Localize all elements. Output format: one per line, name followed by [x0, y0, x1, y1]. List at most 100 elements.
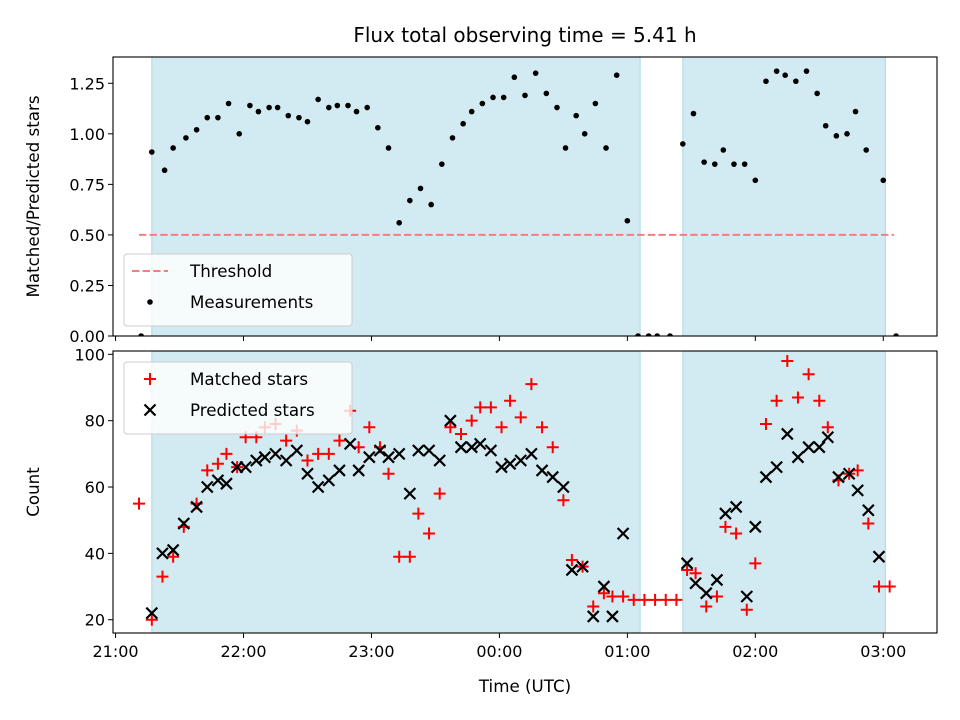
measurements-point-22: [353, 108, 360, 115]
predicted-stars-point-52: [719, 507, 732, 520]
matched-stars-point-45: [587, 600, 600, 613]
predicted-stars-point-36: [503, 457, 517, 471]
predicted-stars-point-48: [680, 557, 694, 570]
y-axis-title: Count: [23, 467, 43, 517]
matched-stars-point-51: [649, 593, 662, 606]
matched-stars-point-30: [433, 487, 446, 500]
measurements-point-2: [149, 149, 155, 155]
predicted-stars-point-38: [525, 447, 538, 461]
matched-stars-point-52: [659, 593, 672, 606]
predicted-stars-point-10: [239, 460, 252, 474]
predicted-stars-point-57: [770, 460, 783, 474]
predicted-stars-point-65: [851, 484, 864, 497]
measurements-point-71: [863, 147, 870, 153]
predicted-stars-point-27: [412, 444, 425, 457]
measurements-point-63: [782, 72, 788, 78]
measurements-point-53: [680, 141, 686, 147]
predicted-stars-point-67: [872, 550, 886, 563]
measurements-point-18: [315, 96, 321, 103]
measurements-point-29: [428, 201, 434, 208]
measurements-point-11: [247, 102, 253, 109]
measurements-point-58: [731, 161, 737, 167]
predicted-stars-point-66: [862, 503, 875, 517]
measurements-point-68: [833, 133, 840, 139]
matched-stars-point-4: [167, 550, 180, 563]
predicted-stars-point-21: [352, 464, 365, 477]
measurements-point-25: [385, 145, 392, 151]
axes-frame: [112, 56, 938, 337]
matched-stars-point-49: [627, 593, 640, 606]
matched-stars-point-40: [536, 421, 549, 434]
measurements-point-3: [161, 167, 168, 174]
measurements-point-4: [170, 145, 176, 151]
matched-stars-point-35: [484, 401, 497, 414]
x-tick-label: 21:00: [93, 642, 139, 661]
measurements-point-8: [215, 114, 221, 121]
measurements-point-7: [204, 114, 211, 121]
measurements-point-12: [255, 108, 262, 115]
predicted-stars-point-33: [473, 437, 487, 451]
measurements-point-34: [479, 100, 486, 107]
matched-stars-point-7: [201, 464, 214, 477]
measurements-point-5: [183, 135, 189, 141]
measurements-point-49: [635, 333, 641, 336]
matched-stars-point-65: [791, 391, 804, 404]
predicted-stars-point-14: [279, 454, 293, 467]
matched-stars-point-73: [872, 580, 885, 593]
measurements-point-41: [554, 104, 560, 111]
predicted-stars-point-41: [557, 480, 570, 494]
measurements-point-6: [193, 126, 200, 133]
matched-stars-point-2: [145, 613, 158, 626]
y-tick-label: 0.75: [69, 175, 105, 194]
matched-stars-point-32: [455, 427, 468, 440]
predicted-stars-point-24: [382, 450, 395, 464]
legend: Threshold Measurements: [123, 253, 353, 327]
measurements-point-69: [844, 131, 850, 137]
measurements-point-55: [701, 159, 707, 165]
measurements-point-70: [852, 108, 859, 115]
matched-stars-point-43: [565, 554, 578, 567]
predicted-stars-point-58: [781, 427, 794, 441]
y-tick-label: 20: [85, 611, 105, 630]
predicted-stars-point-30: [444, 414, 457, 427]
legend-label: Matched stars: [190, 369, 308, 389]
predicted-stars-point-5: [190, 500, 203, 514]
measurements-point-35: [490, 94, 496, 101]
matched-stars-point-23: [363, 421, 376, 434]
matched-stars-point-36: [495, 421, 508, 434]
measurements-point-73: [893, 333, 899, 336]
predicted-stars-point-4: [177, 517, 191, 530]
predicted-stars-point-49: [689, 576, 702, 590]
predicted-stars-point-60: [802, 440, 815, 454]
predicted-stars-point-29: [433, 454, 446, 467]
measurements-point-14: [274, 104, 281, 111]
matched-stars-point-39: [525, 378, 538, 391]
measurements-point-27: [407, 197, 413, 204]
matched-stars-point-67: [813, 394, 826, 407]
measurements-point-40: [543, 90, 550, 97]
predicted-stars-point-64: [842, 467, 856, 481]
matched-stars-point-37: [504, 394, 517, 407]
matched-stars-point-55: [689, 567, 702, 580]
predicted-stars-point-43: [576, 560, 589, 573]
measurements-point-56: [711, 161, 718, 167]
matched-stars-point-28: [412, 507, 425, 520]
measurements-point-62: [773, 68, 780, 74]
measurements-point-42: [562, 145, 569, 151]
measurements-point-57: [720, 147, 727, 153]
predicted-stars-point-55: [749, 520, 762, 534]
predicted-stars-point-59: [791, 450, 805, 464]
matched-stars-point-54: [681, 563, 694, 576]
predicted-stars-point-23: [373, 444, 387, 457]
measurements-point-9: [225, 100, 232, 107]
predicted-stars-point-8: [220, 477, 233, 490]
axes-frame: [112, 350, 938, 634]
measurements-point-32: [460, 120, 466, 127]
measurements-point-48: [624, 217, 631, 224]
predicted-stars-point-44: [586, 610, 600, 623]
predicted-stars-point-42: [565, 563, 579, 577]
measurements-point-45: [592, 100, 599, 107]
y-tick-label: 60: [85, 478, 105, 497]
matched-stars-point-48: [617, 590, 630, 603]
measurements-point-26: [396, 219, 402, 226]
